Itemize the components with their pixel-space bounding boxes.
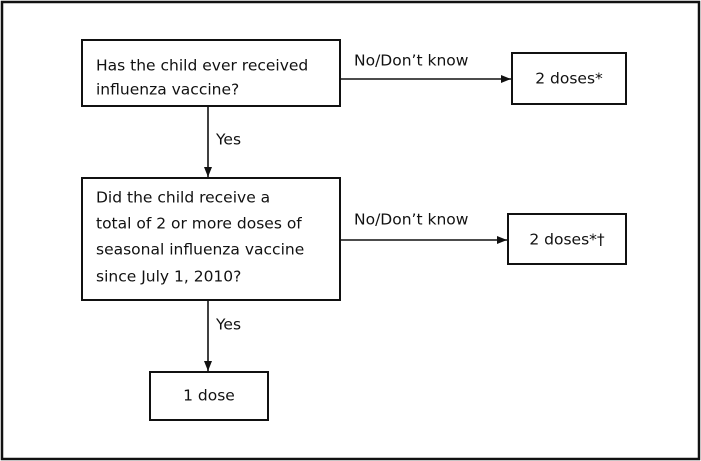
outcome-box bbox=[507, 213, 627, 265]
outcome-label: 2 doses*† bbox=[529, 231, 605, 249]
question-line: total of 2 or more doses of bbox=[96, 215, 302, 233]
question-line: seasonal influenza vaccine bbox=[96, 241, 304, 259]
question-line: since July 1, 2010? bbox=[96, 268, 241, 286]
edge-label: No/Don’t know bbox=[354, 211, 469, 229]
question-box bbox=[81, 177, 341, 301]
question-line: Has the child ever received bbox=[96, 57, 308, 75]
outcome-label: 1 dose bbox=[183, 387, 235, 405]
question-line: Did the child receive a bbox=[96, 189, 270, 207]
edge-label: Yes bbox=[215, 131, 241, 149]
question-box bbox=[81, 39, 341, 107]
outcome-box bbox=[511, 52, 627, 105]
edge-label: Yes bbox=[215, 316, 241, 334]
question-line: influenza vaccine? bbox=[96, 81, 239, 99]
outcome-box bbox=[149, 371, 269, 421]
edge-label: No/Don’t know bbox=[354, 52, 469, 70]
outcome-label: 2 doses* bbox=[535, 70, 603, 88]
